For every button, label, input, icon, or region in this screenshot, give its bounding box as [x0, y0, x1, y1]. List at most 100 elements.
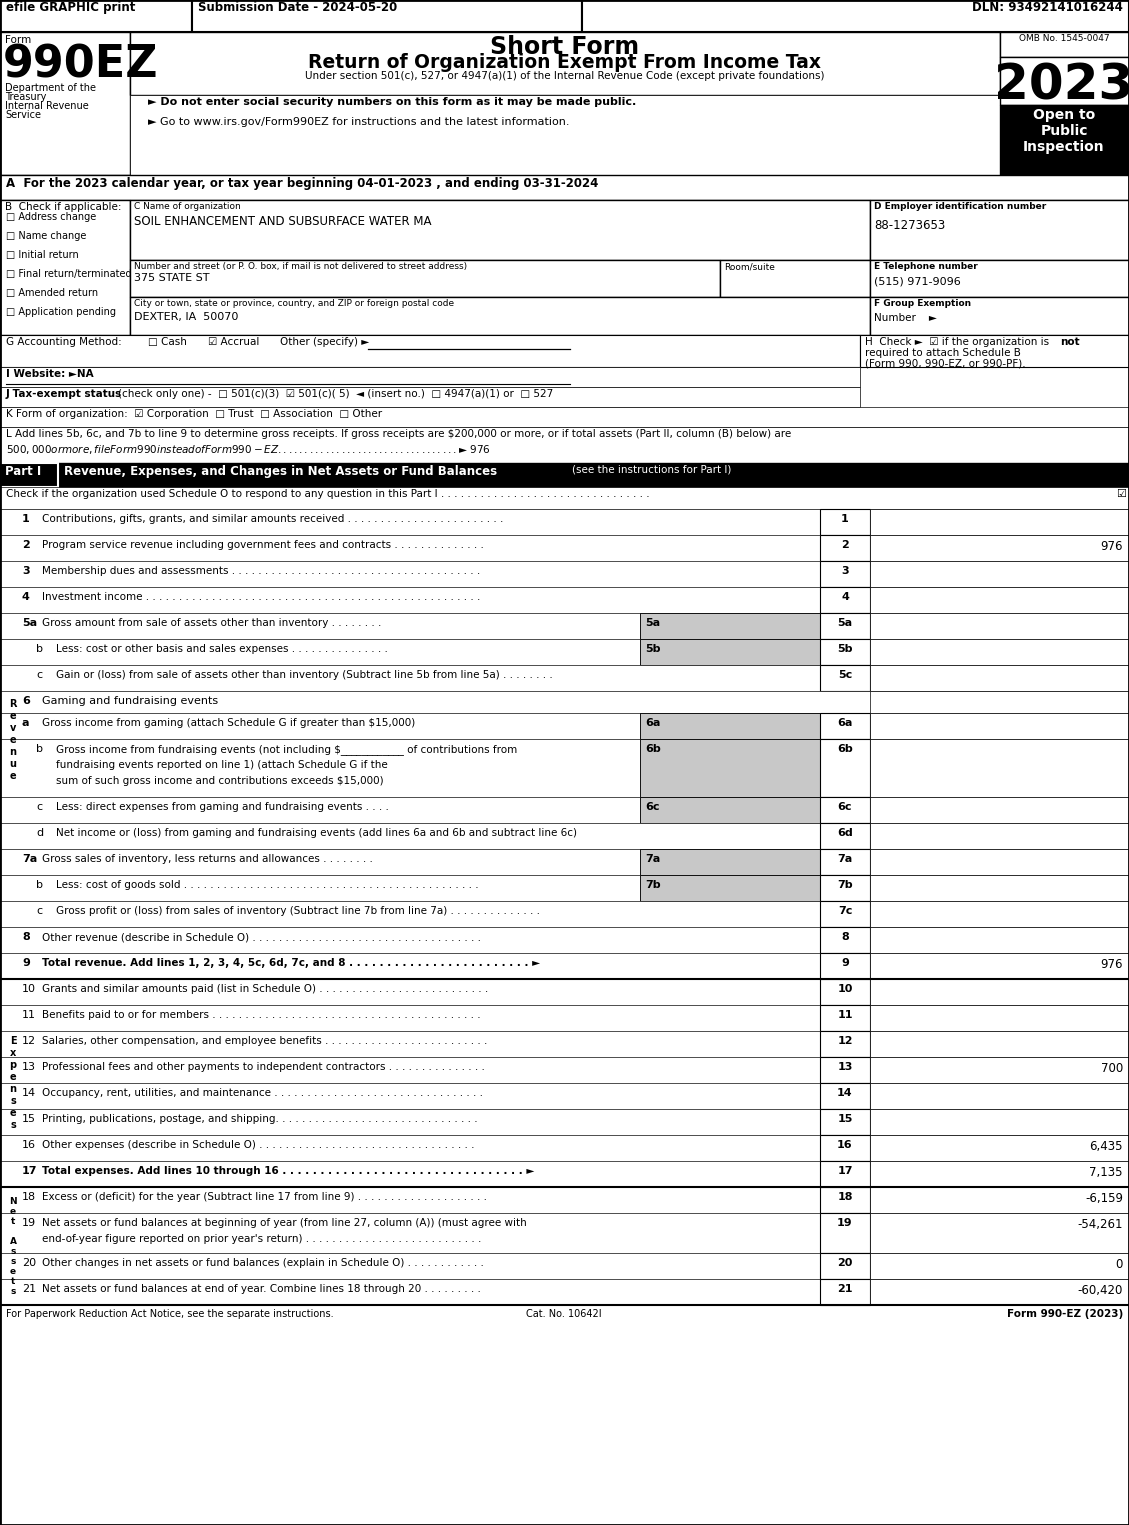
Bar [820, 1186, 870, 1212]
Bar [870, 259, 1129, 297]
Text: 7a: 7a [838, 854, 852, 865]
Text: Form: Form [5, 35, 32, 46]
Text: DEXTER, IA  50070: DEXTER, IA 50070 [134, 313, 238, 322]
Bar [640, 849, 820, 875]
Bar [640, 875, 820, 901]
Bar [870, 875, 1129, 901]
Text: 15: 15 [21, 1113, 36, 1124]
Bar [0, 587, 1129, 613]
Text: Department of the: Department of the [5, 82, 96, 93]
Text: 7b: 7b [645, 880, 660, 891]
Bar [820, 1057, 870, 1083]
Bar [0, 464, 58, 486]
Bar [870, 901, 1129, 927]
Text: (check only one) -  □ 501(c)(3)  ☑ 501(c)( 5)  ◄ (insert no.)  □ 4947(a)(1) or  : (check only one) - □ 501(c)(3) ☑ 501(c)(… [119, 389, 553, 400]
Bar [1000, 56, 1129, 105]
Bar [820, 1161, 870, 1186]
Bar [870, 200, 1129, 259]
Text: Occupancy, rent, utilities, and maintenance . . . . . . . . . . . . . . . . . . : Occupancy, rent, utilities, and maintena… [42, 1087, 483, 1098]
Text: 88-1273653: 88-1273653 [874, 220, 945, 232]
Text: b: b [36, 880, 43, 891]
Text: 11: 11 [838, 1010, 852, 1020]
Text: 5b: 5b [645, 644, 660, 654]
Text: s: s [10, 1246, 16, 1255]
Text: A  For the 2023 calendar year, or tax year beginning 04-01-2023 , and ending 03-: A For the 2023 calendar year, or tax yea… [6, 177, 598, 191]
Bar [0, 953, 1129, 979]
Text: H  Check ►  ☑ if the organization is: H Check ► ☑ if the organization is [865, 337, 1052, 348]
Text: 6b: 6b [837, 744, 852, 753]
Text: Excess or (deficit) for the year (Subtract line 17 from line 9) . . . . . . . . : Excess or (deficit) for the year (Subtra… [42, 1193, 487, 1202]
Bar [1000, 32, 1129, 56]
Bar [0, 691, 1129, 714]
Text: Number and street (or P. O. box, if mail is not delivered to street address): Number and street (or P. O. box, if mail… [134, 262, 467, 271]
Text: □ Initial return: □ Initial return [6, 250, 79, 259]
Bar [0, 1109, 1129, 1135]
Text: (see the instructions for Part I): (see the instructions for Part I) [572, 465, 732, 474]
Text: 5a: 5a [645, 618, 660, 628]
Bar [870, 824, 1129, 849]
Bar [870, 297, 1129, 336]
Bar [820, 1279, 870, 1305]
Bar [870, 1135, 1129, 1161]
Text: Return of Organization Exempt From Income Tax: Return of Organization Exempt From Incom… [308, 53, 822, 72]
Text: Less: direct expenses from gaming and fundraising events . . . .: Less: direct expenses from gaming and fu… [56, 802, 388, 811]
Text: 20: 20 [21, 1258, 36, 1267]
Text: 19: 19 [838, 1218, 852, 1228]
Bar [0, 175, 1129, 200]
Text: e: e [10, 1072, 16, 1083]
Text: s: s [10, 1257, 16, 1266]
Text: Treasury: Treasury [5, 92, 46, 102]
Text: □ Name change: □ Name change [6, 230, 87, 241]
Text: □ Address change: □ Address change [6, 212, 96, 223]
Bar [820, 1083, 870, 1109]
Bar [0, 486, 1129, 509]
Bar [0, 1083, 1129, 1109]
Text: Printing, publications, postage, and shipping. . . . . . . . . . . . . . . . . .: Printing, publications, postage, and shi… [42, 1113, 478, 1124]
Bar [640, 740, 820, 798]
Text: E: E [10, 1035, 16, 1046]
Text: Short Form: Short Form [490, 35, 639, 59]
Text: s: s [10, 1096, 16, 1106]
Text: e: e [10, 1109, 16, 1118]
Text: b: b [36, 644, 43, 654]
Text: 7a: 7a [645, 854, 660, 865]
Text: 6b: 6b [645, 744, 660, 753]
Bar [820, 714, 870, 740]
Text: Net income or (loss) from gaming and fundraising events (add lines 6a and 6b and: Net income or (loss) from gaming and fun… [56, 828, 577, 839]
Bar [0, 427, 1129, 464]
Text: Other (specify) ►: Other (specify) ► [280, 337, 369, 348]
Bar [870, 1083, 1129, 1109]
Bar [870, 953, 1129, 979]
Bar [820, 927, 870, 953]
Bar [860, 336, 1129, 368]
Text: 7,135: 7,135 [1089, 1167, 1123, 1179]
Bar [820, 1135, 870, 1161]
Text: Form 990-EZ (2023): Form 990-EZ (2023) [1007, 1308, 1123, 1319]
Text: Gross amount from sale of assets other than inventory . . . . . . . .: Gross amount from sale of assets other t… [42, 618, 382, 628]
Text: SOIL ENHANCEMENT AND SUBSURFACE WATER MA: SOIL ENHANCEMENT AND SUBSURFACE WATER MA [134, 215, 431, 229]
Text: 8: 8 [841, 932, 849, 942]
Bar [0, 0, 192, 32]
Text: Net assets or fund balances at beginning of year (from line 27, column (A)) (mus: Net assets or fund balances at beginning… [42, 1218, 527, 1228]
Text: Less: cost or other basis and sales expenses . . . . . . . . . . . . . . .: Less: cost or other basis and sales expe… [56, 644, 388, 654]
Text: e: e [10, 772, 16, 781]
Text: p: p [9, 1060, 17, 1071]
Text: 17: 17 [838, 1167, 852, 1176]
Text: I Website: ►NA: I Website: ►NA [6, 369, 94, 380]
Text: 375 STATE ST: 375 STATE ST [134, 273, 210, 284]
Bar [0, 387, 860, 407]
Text: ☑ Accrual: ☑ Accrual [208, 337, 260, 348]
Text: 6c: 6c [838, 802, 852, 811]
Text: Under section 501(c), 527, or 4947(a)(1) of the Internal Revenue Code (except pr: Under section 501(c), 527, or 4947(a)(1)… [305, 72, 825, 81]
Text: 21: 21 [21, 1284, 36, 1295]
Bar [0, 875, 1129, 901]
Text: 13: 13 [838, 1061, 852, 1072]
Bar [0, 1005, 1129, 1031]
Text: OMB No. 1545-0047: OMB No. 1545-0047 [1018, 34, 1110, 43]
Text: 13: 13 [21, 1061, 36, 1072]
Bar [820, 875, 870, 901]
Text: City or town, state or province, country, and ZIP or foreign postal code: City or town, state or province, country… [134, 299, 454, 308]
Text: 16: 16 [838, 1141, 852, 1150]
Text: a: a [21, 718, 29, 727]
Bar [130, 297, 870, 336]
